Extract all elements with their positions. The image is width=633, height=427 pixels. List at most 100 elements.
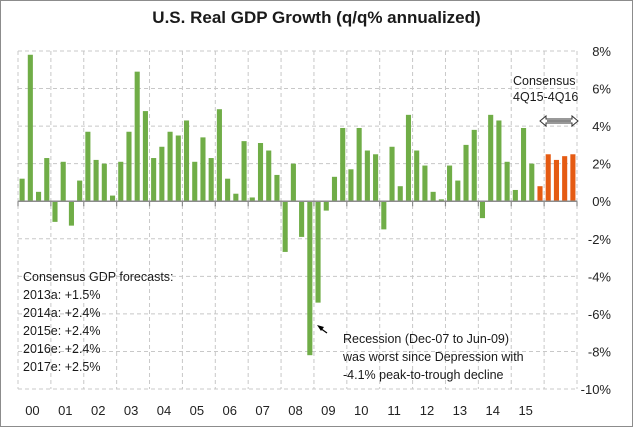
bar-actual-2Q14 xyxy=(488,114,494,202)
bar-actual-2Q03 xyxy=(126,131,132,202)
bar-actual-2Q06 xyxy=(225,178,231,202)
bar-actual-3Q00 xyxy=(36,191,42,202)
double-arrow-icon xyxy=(539,114,579,128)
bar-actual-4Q13 xyxy=(471,129,477,202)
bar-actual-2Q00 xyxy=(27,54,33,202)
x-tick-label: 13 xyxy=(453,403,467,418)
arrow-pointer-icon xyxy=(317,325,328,334)
bar-actual-1Q14 xyxy=(479,201,486,219)
forecast-item: 2015e: +2.4% xyxy=(23,324,101,338)
bar-actual-1Q12 xyxy=(414,150,420,202)
x-tick-label: 09 xyxy=(321,403,335,418)
bar-actual-4Q10 xyxy=(373,154,379,202)
bar-actual-4Q01 xyxy=(77,180,83,202)
bar-actual-3Q11 xyxy=(397,186,403,202)
bar-actual-1Q01 xyxy=(52,201,58,222)
consensus-label-line2: 4Q15-4Q16 xyxy=(513,90,578,104)
y-tick-label: 8% xyxy=(592,44,611,59)
consensus-label-line1: Consensus xyxy=(513,74,576,88)
y-tick-label: 4% xyxy=(592,119,611,134)
forecast-item: 2017e: +2.5% xyxy=(23,360,101,374)
bar-actual-3Q14 xyxy=(496,120,502,202)
x-tick-label: 11 xyxy=(387,403,401,418)
forecast-item: 2016e: +2.4% xyxy=(23,342,101,356)
bar-actual-3Q05 xyxy=(200,137,206,202)
bar-actual-4Q03 xyxy=(142,111,148,202)
bar-actual-1Q06 xyxy=(216,109,222,202)
x-tick-label: 05 xyxy=(190,403,204,418)
bar-actual-4Q02 xyxy=(109,195,116,202)
bar-actual-2Q04 xyxy=(159,146,165,202)
recession-note-line2: was worst since Depression with xyxy=(342,350,524,364)
chart-title: U.S. Real GDP Growth (q/q% annualized) xyxy=(152,8,481,27)
bar-actual-2Q09 xyxy=(323,201,329,211)
x-tick-labels: 00 01 02 03 04 05 06 07 08 09 10 11 12 13 14 15 xyxy=(25,403,533,418)
bar-actual-3Q07 xyxy=(266,150,272,202)
x-tick-label: 15 xyxy=(518,403,532,418)
bar-actual-4Q04 xyxy=(175,135,181,202)
bar-actual-3Q08 xyxy=(299,201,305,237)
bar-actual-3Q06 xyxy=(233,193,239,202)
bar-actual-1Q02 xyxy=(85,131,91,202)
recession-note-line1: Recession (Dec-07 to Jun-09) xyxy=(343,332,509,346)
x-tick-label: 14 xyxy=(486,403,500,418)
bar-actual-2Q13 xyxy=(455,180,461,202)
bar-actual-1Q07 xyxy=(249,197,255,202)
recession-note-line3: -4.1% peak-to-trough decline xyxy=(343,368,504,382)
bar-actual-3Q04 xyxy=(167,131,173,202)
bar-actual-3Q03 xyxy=(134,71,140,202)
bar-actual-4Q12 xyxy=(438,199,444,202)
y-tick-label: -8% xyxy=(588,344,612,359)
forecasts-title: Consensus GDP forecasts: xyxy=(23,270,174,284)
x-tick-label: 00 xyxy=(25,403,39,418)
bars xyxy=(19,54,576,356)
y-tick-label: 6% xyxy=(592,82,611,97)
bar-actual-2Q08 xyxy=(290,163,296,202)
bar-actual-3Q09 xyxy=(331,176,338,202)
bar-actual-2Q12 xyxy=(422,165,428,202)
bar-actual-2Q10 xyxy=(356,127,362,202)
bar-forecast-4Q15 xyxy=(537,186,543,202)
bar-actual-3Q02 xyxy=(101,163,107,202)
y-tick-label: -10% xyxy=(581,382,612,397)
y-tick-label: -2% xyxy=(588,232,612,247)
bar-actual-3Q12 xyxy=(430,191,436,202)
bar-actual-3Q15 xyxy=(529,163,535,202)
bar-actual-1Q04 xyxy=(151,158,157,202)
gridlines xyxy=(17,50,578,390)
y-tick-label: 2% xyxy=(592,157,611,172)
bar-actual-4Q09 xyxy=(340,127,346,202)
x-tick-label: 04 xyxy=(157,403,171,418)
x-tick-label: 03 xyxy=(124,403,138,418)
bar-actual-1Q10 xyxy=(348,169,354,202)
y-tick-label: 0% xyxy=(592,194,611,209)
forecast-item: 2014a: +2.4% xyxy=(23,306,101,320)
bar-actual-3Q13 xyxy=(463,144,469,202)
bar-actual-2Q01 xyxy=(60,161,66,202)
bar-actual-4Q08 xyxy=(307,201,313,356)
bar-forecast-3Q16 xyxy=(562,156,568,202)
bar-actual-4Q06 xyxy=(241,141,247,202)
bar-actual-2Q11 xyxy=(389,146,395,202)
bar-actual-1Q11 xyxy=(381,201,387,230)
x-tick-marks xyxy=(17,201,578,207)
bar-actual-3Q01 xyxy=(68,201,74,226)
bar-actual-1Q15 xyxy=(512,189,518,202)
bar-actual-4Q05 xyxy=(208,158,214,202)
bar-actual-2Q15 xyxy=(521,127,527,202)
y-tick-label: -6% xyxy=(588,307,612,322)
x-tick-label: 02 xyxy=(91,403,105,418)
x-tick-label: 01 xyxy=(58,403,72,418)
bar-actual-2Q07 xyxy=(257,143,264,202)
bar-forecast-4Q16 xyxy=(570,154,576,202)
x-tick-label: 06 xyxy=(223,403,237,418)
y-tick-labels: 8% 6% 4% 2% 0% -2% -4% -6% -8% -10% xyxy=(581,44,612,397)
bar-actual-1Q08 xyxy=(282,201,288,252)
y-tick-label: -4% xyxy=(588,269,612,284)
bar-actual-4Q00 xyxy=(44,158,50,202)
bar-actual-2Q05 xyxy=(192,161,198,202)
bar-actual-4Q14 xyxy=(504,161,510,202)
x-tick-label: 07 xyxy=(255,403,269,418)
bar-actual-3Q10 xyxy=(364,150,370,202)
